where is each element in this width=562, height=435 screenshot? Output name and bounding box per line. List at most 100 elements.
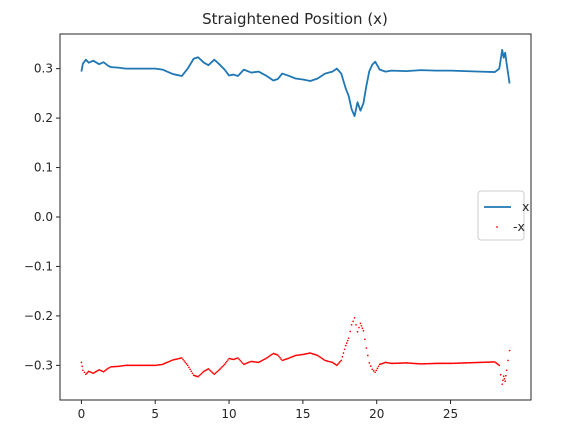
data-point	[184, 361, 187, 364]
data-point	[219, 368, 221, 370]
data-point	[343, 348, 346, 351]
data-point	[214, 372, 217, 375]
data-point	[267, 355, 270, 358]
data-point	[367, 354, 369, 357]
y-tick-label: 0.2	[34, 111, 53, 125]
data-point	[502, 375, 505, 378]
data-point	[338, 362, 340, 364]
data-point	[189, 368, 191, 371]
data-point	[321, 357, 324, 360]
data-point	[110, 366, 112, 368]
data-point	[369, 365, 372, 367]
data-point	[191, 372, 194, 375]
data-point	[316, 354, 319, 357]
data-point	[280, 358, 282, 360]
data-point	[81, 365, 83, 368]
data-point	[216, 370, 219, 373]
series-layer	[80, 48, 511, 386]
data-point	[278, 355, 280, 358]
data-point	[340, 359, 343, 362]
data-point	[213, 373, 216, 376]
data-point	[335, 364, 338, 367]
data-point	[376, 367, 379, 370]
data-point	[341, 355, 344, 358]
data-point	[377, 365, 380, 368]
data-point	[201, 371, 204, 374]
data-point	[361, 327, 364, 330]
x-tick-label: 20	[369, 407, 384, 421]
data-point	[220, 367, 222, 369]
data-point	[270, 354, 272, 357]
data-point	[225, 360, 228, 363]
legend-swatch-neg-x	[496, 226, 498, 228]
data-point	[83, 371, 86, 374]
data-point	[279, 356, 281, 359]
data-point	[320, 357, 323, 359]
data-point	[353, 317, 356, 319]
data-point	[174, 358, 177, 361]
x-tick-label: 25	[443, 407, 458, 421]
data-point	[113, 365, 116, 368]
data-point	[238, 358, 240, 361]
data-point	[499, 373, 502, 376]
data-point	[372, 369, 375, 372]
data-point	[346, 339, 349, 342]
data-point	[371, 368, 374, 371]
data-point	[266, 356, 269, 359]
data-point	[337, 363, 339, 365]
y-tick-label: 0.0	[34, 210, 53, 224]
data-point	[364, 338, 366, 341]
data-point	[190, 370, 193, 373]
y-tick-label: 0.1	[34, 161, 53, 175]
x-tick-label: 10	[221, 407, 236, 421]
data-point	[199, 373, 202, 376]
data-point	[186, 364, 189, 367]
data-point	[182, 358, 184, 361]
data-point	[352, 320, 354, 323]
data-point	[188, 366, 190, 369]
data-point	[211, 371, 213, 373]
data-point	[359, 322, 362, 325]
data-point	[318, 355, 320, 358]
y-tick-label: 0.3	[34, 62, 53, 76]
data-point	[221, 365, 224, 368]
data-point	[345, 342, 348, 344]
data-point	[217, 369, 220, 372]
data-point	[215, 371, 218, 374]
data-point	[501, 383, 504, 386]
data-point	[207, 367, 210, 370]
data-point	[108, 366, 111, 369]
data-point	[271, 353, 273, 356]
data-point	[198, 374, 201, 377]
data-point	[365, 347, 368, 349]
legend: x -x	[477, 190, 529, 241]
series-points-neg-x	[80, 317, 511, 386]
data-point	[180, 357, 183, 359]
data-point	[322, 358, 325, 361]
data-point	[197, 375, 199, 378]
y-axis: −0.3 −0.2 −0.1 0.0 0.1 0.2 0.3	[24, 62, 60, 372]
data-point	[239, 359, 242, 362]
y-tick-label: −0.2	[24, 309, 53, 323]
data-point	[355, 323, 357, 326]
data-point	[498, 364, 501, 367]
legend-box	[477, 190, 525, 241]
data-point	[349, 330, 351, 333]
data-point	[80, 361, 83, 364]
data-point	[505, 374, 507, 377]
data-point	[374, 371, 377, 374]
data-point	[319, 356, 321, 358]
y-tick-label: −0.3	[24, 358, 53, 372]
legend-label-x: x	[522, 199, 529, 214]
data-point	[200, 372, 203, 375]
data-point	[82, 369, 84, 372]
data-point	[237, 357, 239, 359]
data-point	[241, 362, 244, 364]
x-tick-label: 5	[151, 407, 159, 421]
x-tick-label: 0	[78, 407, 86, 421]
data-point	[356, 330, 359, 333]
data-point	[375, 369, 378, 372]
data-point	[350, 323, 353, 326]
data-point	[179, 357, 182, 360]
